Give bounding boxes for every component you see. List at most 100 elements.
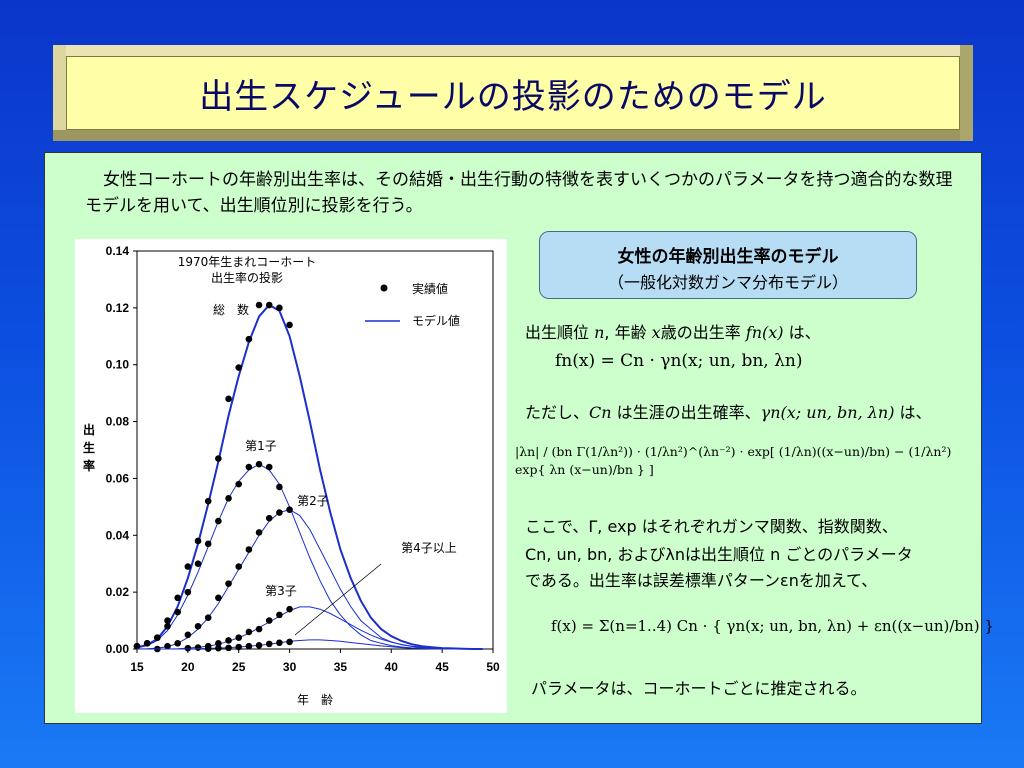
annotation-leader <box>294 563 382 636</box>
data-point <box>286 605 293 613</box>
data-point <box>225 580 232 587</box>
data-point <box>133 642 141 650</box>
text: 出生順位 <box>525 323 595 342</box>
data-point <box>276 483 283 491</box>
data-point <box>265 463 273 471</box>
bevel <box>53 45 66 141</box>
series-annotation: 総 数 <box>213 302 249 317</box>
explanation-line-3: ここで、Γ, exp はそれぞれガンマ関数、指数関数、 <box>525 517 898 536</box>
data-point <box>204 645 212 653</box>
bevel <box>960 45 973 141</box>
x-tick-label: 35 <box>334 660 348 674</box>
y-axis-label: 生 <box>83 440 95 455</box>
data-point <box>276 509 283 516</box>
legend-label: 実績値 <box>412 281 448 296</box>
data-point <box>225 395 232 403</box>
intro-text: 女性コーホートの年齢別出生率は、その結婚・出生行動の特徴を表すいくつかのパラメー… <box>85 170 953 216</box>
x-tick-label: 45 <box>435 660 449 674</box>
data-point <box>164 622 171 630</box>
data-point <box>154 634 161 641</box>
data-point <box>255 529 263 536</box>
data-point <box>215 644 222 652</box>
data-point <box>194 644 202 651</box>
x-tick-label: 30 <box>283 660 297 674</box>
math-fn: fn(x) <box>745 323 784 342</box>
data-point <box>276 639 283 647</box>
data-point <box>265 514 273 522</box>
y-tick-label: 0.10 <box>106 358 130 372</box>
y-tick-label: 0.04 <box>106 528 130 542</box>
y-tick-label: 0.00 <box>106 642 130 656</box>
y-tick-label: 0.02 <box>106 585 130 599</box>
y-tick-label: 0.08 <box>106 415 130 429</box>
data-point <box>255 460 263 468</box>
data-point <box>174 594 181 602</box>
equation-1: fn(x) = Cn · γn(x; un, bn, λn) <box>555 351 803 371</box>
data-point <box>235 563 243 570</box>
data-point <box>215 594 222 602</box>
x-tick-label: 50 <box>486 660 500 674</box>
explanation-line-1: 出生順位 n, 年齢 x歳の出生率 fn(x) は、 <box>525 319 821 343</box>
data-point <box>255 625 263 633</box>
data-point <box>265 640 273 648</box>
math-gamma: γn(x; un, bn, λn) <box>760 403 895 422</box>
y-tick-label: 0.14 <box>106 244 130 258</box>
y-axis-label: 率 <box>83 458 95 473</box>
explanation-line-4: Cn, un, bn, およびλnは出生順位 n ごとのパラメータ <box>525 545 913 564</box>
data-point <box>204 614 212 622</box>
chart-title: 1970年生まれコーホート <box>178 255 317 269</box>
data-point <box>164 617 171 624</box>
x-tick-label: 25 <box>232 660 246 674</box>
data-point <box>215 517 222 525</box>
x-tick-label: 20 <box>181 660 195 674</box>
data-point <box>215 455 222 462</box>
text: ただし、 <box>525 403 590 422</box>
explanation-line-6: パラメータは、コーホートごとに推定される。 <box>531 679 867 698</box>
bevel <box>53 130 973 141</box>
text: は生涯の出生確率、 <box>611 403 761 422</box>
bevel <box>53 45 973 56</box>
y-tick-label: 0.12 <box>106 301 130 315</box>
data-point <box>235 480 243 488</box>
series-annotation: 第2子 <box>297 494 329 508</box>
series-annotation: 第4子以上 <box>401 541 457 555</box>
data-point <box>235 643 243 651</box>
legend-marker-dot <box>380 284 388 292</box>
title-inner: 出生スケジュールの投影のためのモデル <box>66 56 960 130</box>
data-point <box>235 364 243 371</box>
model-subtitle: （一般化対数ガンマ分布モデル） <box>607 273 848 292</box>
x-tick-label: 15 <box>130 660 144 674</box>
y-tick-label: 0.06 <box>106 471 130 485</box>
equation-2: |λn| / (bn Γ(1/λn²)) · (1/λn²)^(λn⁻²) · … <box>515 444 952 477</box>
data-point <box>245 463 253 471</box>
series-line-0 <box>136 303 483 650</box>
legend-label: モデル値 <box>412 313 460 328</box>
chart-svg: 0.00 0.02 0.04 0.06 0.08 0.10 0.12 0.14 15 20 25 30… <box>83 244 500 707</box>
equation-3: f(x) = Σ(n=1..4) Cn · { γn(x; un, bn, λn… <box>551 617 994 635</box>
x-axis-label: 年 齢 <box>297 692 333 707</box>
data-point <box>204 497 212 505</box>
data-point <box>184 588 192 596</box>
data-point <box>194 560 202 568</box>
data-point <box>235 634 243 641</box>
text: は、 <box>894 403 932 422</box>
data-point <box>184 644 192 652</box>
data-point <box>286 638 293 646</box>
text: 歳の出生率 <box>660 323 746 342</box>
series-annotation: 第1子 <box>245 439 277 453</box>
page-title: 出生スケジュールの投影のためのモデル <box>199 76 827 117</box>
data-point <box>245 335 253 343</box>
x-tick-label: 40 <box>385 660 399 674</box>
data-point <box>184 563 192 570</box>
series-line-4 <box>137 639 483 650</box>
data-point <box>194 537 202 545</box>
data-point <box>265 617 273 624</box>
data-point <box>215 640 222 647</box>
model-box: 女性の年齢別出生率のモデル （一般化対数ガンマ分布モデル） <box>539 231 917 299</box>
data-point <box>225 637 232 644</box>
math-x: x <box>651 323 661 342</box>
intro-paragraph: 女性コーホートの年齢別出生率は、その結婚・出生行動の特徴を表すいくつかのパラメー… <box>85 167 965 219</box>
data-point <box>245 546 253 553</box>
data-point <box>276 611 283 619</box>
data-point <box>225 495 232 502</box>
